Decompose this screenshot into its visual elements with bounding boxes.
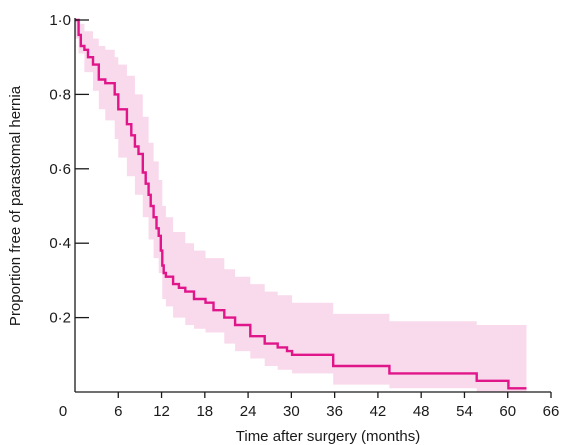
- y-tick-label: 0·4: [49, 235, 71, 252]
- x-tick-label: 42: [370, 403, 387, 420]
- x-tick-label: 48: [413, 403, 430, 420]
- x-tick-label: 54: [456, 403, 473, 420]
- y-tick-label: 0·6: [49, 161, 71, 178]
- x-tick-label: 0: [59, 403, 67, 420]
- confidence-band: [75, 20, 527, 392]
- y-tick-label: 1·0: [49, 12, 71, 29]
- x-tick-label: 6: [114, 403, 122, 420]
- x-tick-label: 66: [543, 403, 560, 420]
- y-tick-label: 0·2: [49, 310, 71, 327]
- survival-step-line: [75, 18, 527, 390]
- y-axis-ticks: 0·2 0·4 0·6 0·8 1·0: [49, 12, 89, 327]
- x-tick-label: 36: [326, 403, 343, 420]
- survival-curve-layer: [75, 18, 527, 390]
- x-axis-title: Time after surgery (months): [236, 428, 421, 445]
- x-tick-label: 60: [499, 403, 516, 420]
- confidence-band-layer: [75, 20, 527, 392]
- x-tick-label: 24: [240, 403, 257, 420]
- y-tick-label: 0·8: [49, 86, 71, 103]
- axes: [74, 18, 551, 393]
- x-tick-label: 30: [283, 403, 300, 420]
- x-tick-label: 12: [153, 403, 170, 420]
- x-axis-ticks: 0 6 12 18 24 30 36 42 48 54 60 66: [59, 392, 560, 420]
- x-tick-label: 18: [196, 403, 213, 420]
- y-axis-title: Proportion free of parastomal hernia: [7, 85, 24, 326]
